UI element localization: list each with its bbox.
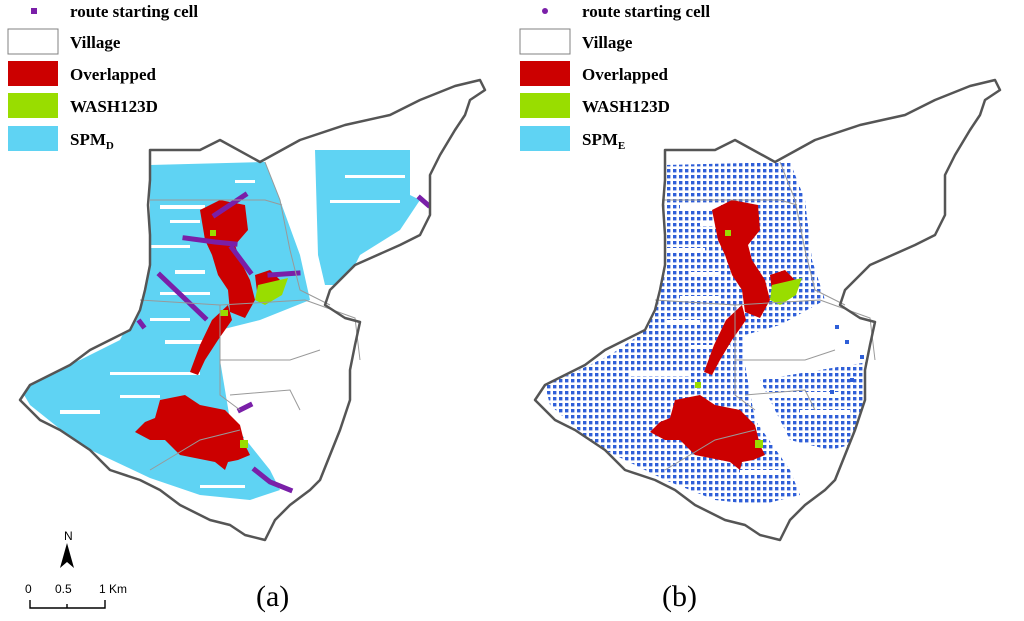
wash-b xyxy=(695,230,802,448)
panel-b: route starting cell Village Overlapped W… xyxy=(519,2,1002,613)
legend-b-wash-swatch xyxy=(520,93,570,118)
legend-a-spm-subscript: D xyxy=(106,140,114,152)
overlapped-a xyxy=(135,200,280,470)
legend-b-village-swatch xyxy=(519,28,571,55)
legend-a-route-marker xyxy=(31,8,37,14)
legend-b-village-label: Village xyxy=(582,33,633,52)
legend-a-village-label: Village xyxy=(70,33,121,52)
legend-b-spm-subscript: E xyxy=(618,140,625,152)
route-cells-a xyxy=(136,191,432,494)
north-arrow-icon xyxy=(60,543,74,568)
caption-a: (a) xyxy=(256,580,289,613)
boundary-b xyxy=(533,78,1002,542)
legend-a-spm-swatch xyxy=(8,126,58,151)
legend-b: route starting cell Village Overlapped W… xyxy=(519,2,710,152)
legend-b-overlapped-swatch xyxy=(520,61,570,86)
legend-a-spm-text: SPM xyxy=(70,130,106,149)
legend-a: route starting cell Village Overlapped W… xyxy=(7,2,198,152)
spm-e-area-east xyxy=(760,360,885,450)
legend-a-spm-label: SPMD xyxy=(70,130,114,152)
spm-e-gaps xyxy=(630,205,850,474)
village-lines-a xyxy=(139,161,361,471)
legend-b-spm-text: SPM xyxy=(582,130,618,149)
scale-bar: 0 0.5 1 Km xyxy=(25,582,127,609)
map-a: (a) xyxy=(18,78,487,613)
legend-a-overlapped-label: Overlapped xyxy=(70,65,156,84)
legend-a-wash-label: WASH123D xyxy=(70,97,158,116)
scale-tick-1: 0.5 xyxy=(55,582,72,596)
legend-b-route-label: route starting cell xyxy=(582,2,710,21)
legend-a-village-swatch xyxy=(7,28,59,55)
legend-b-overlapped-label: Overlapped xyxy=(582,65,668,84)
spm-d-gaps xyxy=(60,175,405,488)
scale-tick-2: 1 Km xyxy=(99,582,127,596)
panel-a: route starting cell Village Overlapped W… xyxy=(7,2,487,613)
caption-b: (b) xyxy=(662,580,697,613)
village-lines-b xyxy=(654,161,876,471)
legend-a-wash-swatch xyxy=(8,93,58,118)
boundary-a xyxy=(18,78,487,542)
north-label: N xyxy=(64,529,73,543)
spm-e-area xyxy=(545,162,825,505)
legend-b-route-marker xyxy=(542,8,548,14)
legend-a-overlapped-swatch xyxy=(8,61,58,86)
north-arrow: N xyxy=(60,529,74,568)
spm-d-area-east xyxy=(315,150,420,285)
legend-a-route-label: route starting cell xyxy=(70,2,198,21)
scale-tick-0: 0 xyxy=(25,582,32,596)
spm-d-area xyxy=(20,162,310,500)
legend-b-spm-label: SPME xyxy=(582,130,625,152)
wash-a xyxy=(210,230,288,448)
legend-b-wash-label: WASH123D xyxy=(582,97,670,116)
legend-b-spm-swatch xyxy=(520,126,570,151)
map-b: (b) xyxy=(533,78,1002,613)
